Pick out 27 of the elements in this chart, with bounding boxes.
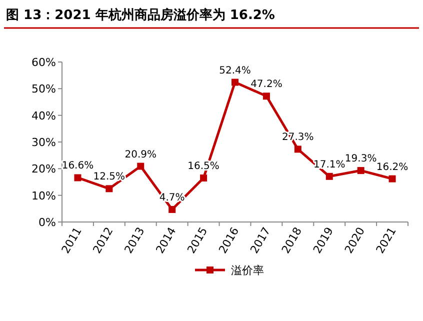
point xyxy=(200,174,208,182)
y-tick-label: 40% xyxy=(32,109,56,122)
point xyxy=(106,185,113,192)
y-tick-label: 30% xyxy=(32,136,56,149)
point xyxy=(388,175,396,182)
data-label: 16.6% xyxy=(62,160,94,172)
data-label: 19.3% xyxy=(344,154,377,165)
y-tick-label: 60% xyxy=(32,56,56,69)
point xyxy=(357,167,364,174)
y-tick-label: 50% xyxy=(32,82,56,96)
point xyxy=(232,78,238,86)
chart-title: 图 13：2021 年杭州商品房溢价率为 16.2% xyxy=(6,7,275,23)
point xyxy=(137,162,144,170)
point xyxy=(74,174,82,182)
legend-label: 溢价率 xyxy=(231,264,264,277)
data-label: 12.5% xyxy=(93,172,126,183)
data-label: 16.2% xyxy=(376,162,408,173)
data-label: 20.9% xyxy=(124,149,157,160)
point xyxy=(168,206,176,213)
y-tick-label: 10% xyxy=(32,189,56,202)
y-tick-label: 0% xyxy=(38,216,56,229)
data-label: 47.2% xyxy=(250,79,282,90)
y-tick-label: 20% xyxy=(32,162,56,176)
point xyxy=(294,146,302,153)
data-label: 52.4% xyxy=(219,65,251,76)
point xyxy=(262,92,270,100)
point xyxy=(326,172,333,180)
